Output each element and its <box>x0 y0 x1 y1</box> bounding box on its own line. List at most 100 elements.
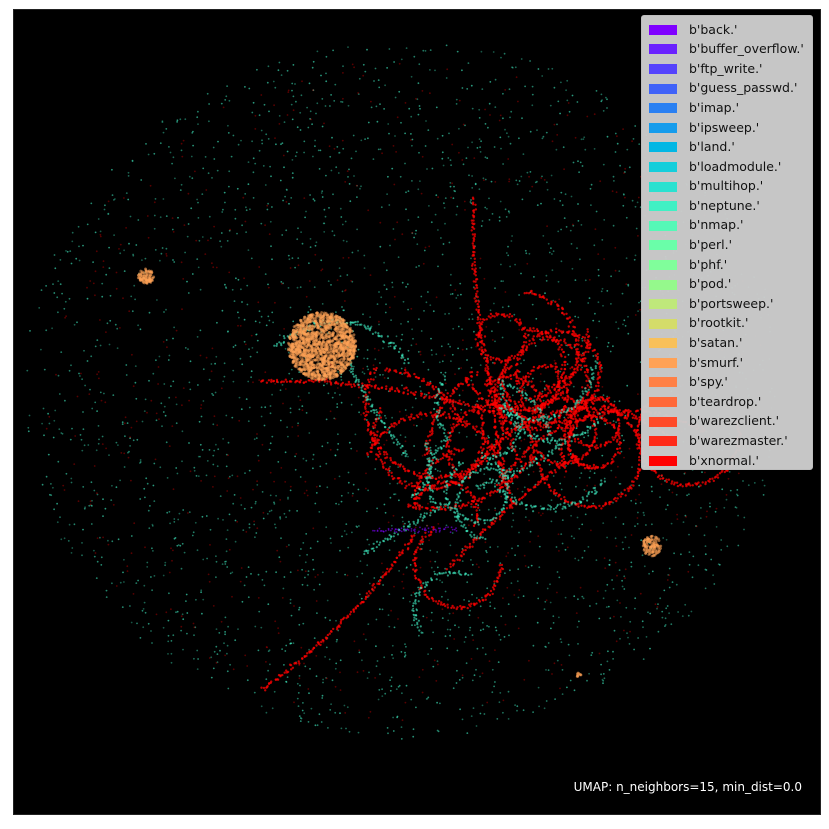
point-neptune <box>405 684 408 687</box>
point-neptune <box>221 211 224 213</box>
point-xnormal <box>705 515 708 518</box>
point-xnormal <box>453 559 456 562</box>
point-xnormal <box>465 413 468 417</box>
point-neptune <box>581 339 584 342</box>
point-xnormal <box>542 423 546 427</box>
point-neptune <box>624 536 627 539</box>
point-neptune <box>423 512 426 514</box>
point-xnormal <box>569 345 572 349</box>
point-neptune <box>269 220 272 223</box>
point-xnormal <box>353 640 356 643</box>
point-xnormal <box>524 565 527 567</box>
point-neptune <box>404 643 406 646</box>
point-neptune <box>736 494 739 497</box>
point-neptune <box>220 102 223 105</box>
point-xnormal <box>412 417 415 420</box>
point-neptune <box>360 185 362 188</box>
point-neptune <box>456 205 459 208</box>
point-xnormal <box>256 433 258 435</box>
point-neptune <box>316 540 319 543</box>
point-neptune <box>417 586 420 589</box>
point-neptune <box>476 400 479 403</box>
point-xnormal <box>483 497 486 500</box>
point-neptune <box>234 639 237 642</box>
point-xnormal <box>565 413 568 416</box>
point-neptune <box>502 711 504 714</box>
point-neptune <box>576 626 579 628</box>
point-neptune <box>614 516 617 519</box>
point-neptune <box>356 184 358 187</box>
point-neptune <box>344 573 346 576</box>
point-neptune <box>415 229 417 232</box>
point-neptune <box>621 434 623 437</box>
point-neptune <box>518 294 520 296</box>
point-neptune <box>256 484 259 486</box>
point-neptune <box>376 507 378 510</box>
point-neptune <box>438 361 441 364</box>
point-xnormal <box>397 618 399 620</box>
point-xnormal <box>472 505 475 509</box>
point-neptune <box>135 397 138 400</box>
point-neptune <box>167 640 170 643</box>
point-neptune <box>481 704 484 707</box>
point-neptune <box>298 606 301 609</box>
point-neptune <box>215 355 218 358</box>
point-neptune <box>170 652 173 655</box>
point-xnormal <box>472 639 475 641</box>
point-neptune <box>649 612 652 615</box>
point-neptune <box>111 582 113 585</box>
point-neptune <box>613 629 616 632</box>
point-neptune <box>114 323 117 326</box>
point-neptune <box>298 715 301 717</box>
point-xnormal <box>634 314 637 316</box>
point-xnormal <box>422 262 425 265</box>
point-neptune <box>256 68 258 71</box>
point-neptune <box>279 389 282 392</box>
point-xnormal <box>504 89 507 91</box>
point-neptune <box>404 409 407 411</box>
point-neptune <box>517 568 520 571</box>
point-xnormal <box>328 145 331 148</box>
point-neptune <box>455 297 458 299</box>
point-neptune <box>254 500 257 503</box>
point-neptune <box>529 130 532 133</box>
point-xnormal <box>479 532 482 535</box>
point-xnormal <box>451 403 454 406</box>
point-neptune <box>88 504 91 507</box>
point-neptune <box>479 146 481 149</box>
point-xnormal <box>586 330 589 333</box>
point-neptune <box>607 341 610 344</box>
point-neptune <box>64 399 66 402</box>
point-neptune <box>200 415 203 418</box>
point-neptune <box>449 182 452 184</box>
point-neptune <box>294 455 296 458</box>
point-neptune <box>280 281 283 283</box>
point-neptune <box>309 110 312 113</box>
point-neptune <box>59 259 62 261</box>
point-xnormal <box>94 294 96 297</box>
point-neptune <box>414 624 416 626</box>
point-xnormal <box>634 498 637 501</box>
point-neptune <box>384 692 387 695</box>
point-neptune <box>509 319 512 322</box>
point-xnormal <box>200 407 202 410</box>
point-xnormal <box>569 367 572 370</box>
point-neptune <box>103 392 105 395</box>
point-neptune <box>180 183 183 186</box>
point-xnormal <box>451 410 454 413</box>
point-xnormal <box>524 425 527 429</box>
point-neptune <box>480 225 483 227</box>
point-neptune <box>314 139 316 142</box>
point-xnormal <box>592 411 596 414</box>
point-xnormal <box>447 445 451 448</box>
point-xnormal <box>737 472 740 475</box>
point-neptune <box>489 546 492 549</box>
point-xnormal <box>473 498 477 501</box>
point-neptune <box>471 313 473 316</box>
point-neptune <box>442 506 445 509</box>
point-xnormal <box>586 115 589 118</box>
point-xnormal <box>425 383 429 386</box>
point-neptune <box>436 566 439 569</box>
point-xnormal <box>515 76 518 79</box>
point-xnormal <box>503 413 506 417</box>
